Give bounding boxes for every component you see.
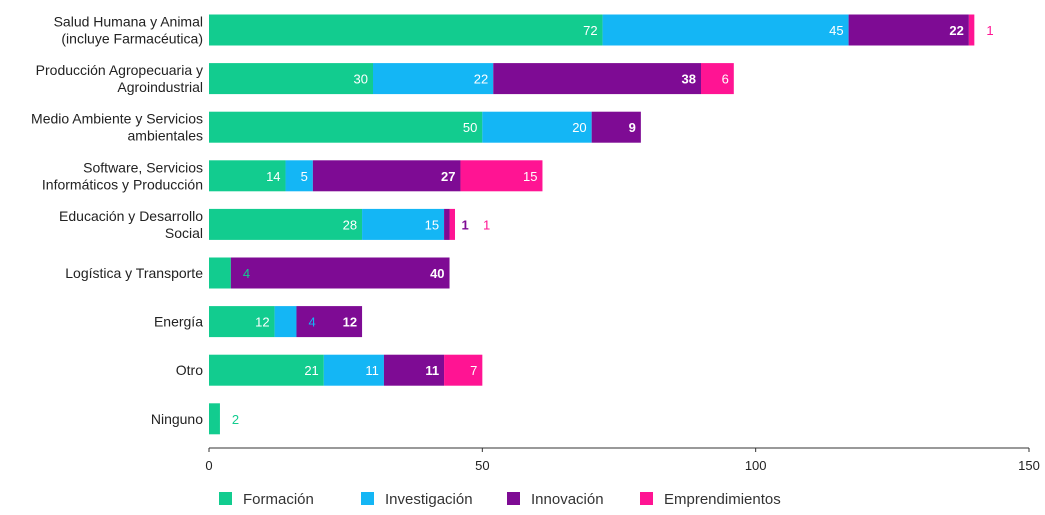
- data-label-investigacion: 20: [572, 120, 586, 135]
- bar-segment-innovacion: [444, 208, 450, 240]
- data-label-innovacion: 27: [441, 169, 455, 184]
- data-label-investigacion: 11: [365, 363, 379, 378]
- category-label: Agroindustrial: [117, 79, 203, 95]
- data-label-formacion: 2: [232, 412, 239, 427]
- category-label: (incluye Farmacéutica): [61, 31, 203, 47]
- bar-segment-formacion: [209, 306, 275, 338]
- data-label-investigacion: 15: [425, 217, 439, 232]
- data-label-emprendimientos: 6: [722, 72, 729, 87]
- bar-segment-innovacion: [296, 306, 363, 338]
- data-label-emprendimientos: 15: [523, 169, 537, 184]
- bar-segment-investigacion: [482, 111, 592, 143]
- data-label-emprendimientos: 1: [986, 23, 993, 38]
- legend-swatch-investigacion: [361, 492, 374, 505]
- data-label-innovacion: 9: [629, 120, 636, 135]
- legend-label-innovacion: Innovación: [531, 491, 604, 508]
- bar-segment-formacion: [209, 160, 286, 192]
- category-label: ambientales: [128, 128, 204, 144]
- data-label-formacion: 72: [583, 23, 597, 38]
- legend-label-emprendimientos: Emprendimientos: [664, 491, 781, 508]
- legend-label-investigacion: Investigación: [385, 491, 473, 508]
- data-label-formacion: 21: [304, 363, 318, 378]
- legend-swatch-emprendimientos: [640, 492, 653, 505]
- category-label: Salud Humana y Animal: [54, 14, 203, 30]
- bar-segment-investigacion: [362, 208, 445, 240]
- data-label-innovacion: 1: [462, 217, 469, 232]
- data-label-innovacion: 38: [682, 72, 696, 87]
- bar-segment-formacion: [209, 111, 483, 143]
- bar-segment-innovacion: [493, 63, 701, 95]
- data-label-investigacion: 5: [301, 169, 308, 184]
- data-label-emprendimientos: 1: [483, 217, 490, 232]
- category-label: Producción Agropecuaria y: [36, 62, 203, 78]
- bar-segment-emprendimientos: [460, 160, 543, 192]
- data-label-formacion: 4: [243, 266, 250, 281]
- bar-segment-formacion: [209, 14, 603, 46]
- bar-segment-formacion: [209, 208, 363, 240]
- bar-segment-formacion: [209, 63, 373, 95]
- bar-segment-emprendimientos: [449, 208, 455, 240]
- legend-label-formacion: Formación: [243, 491, 314, 508]
- x-axis: 0 50 100 150: [205, 447, 1040, 473]
- bar-segment-formacion: [209, 354, 324, 386]
- data-label-investigacion: 22: [474, 72, 488, 87]
- bar-segment-emprendimientos: [701, 63, 734, 95]
- bar-segment-investigacion: [274, 306, 297, 338]
- data-label-formacion: 30: [354, 72, 368, 87]
- category-label: Logística y Transporte: [65, 265, 203, 281]
- category-label: Medio Ambiente y Servicios: [31, 111, 203, 127]
- category-label: Informáticos y Producción: [42, 176, 203, 192]
- bar-segment-emprendimientos: [444, 354, 483, 386]
- category-label: Educación y Desarrollo: [59, 208, 203, 224]
- data-label-emprendimientos: 7: [470, 363, 477, 378]
- x-tick-label: 100: [745, 458, 767, 473]
- category-label: Software, Servicios: [83, 159, 203, 175]
- data-label-formacion: 12: [255, 315, 269, 330]
- category-label: Otro: [176, 362, 203, 378]
- category-label: Social: [165, 225, 203, 241]
- bar-segment-innovacion: [230, 257, 450, 289]
- data-label-formacion: 14: [266, 169, 280, 184]
- legend-swatch-formacion: [219, 492, 232, 505]
- bar-segment-formacion: [209, 403, 220, 435]
- category-label: Energía: [154, 314, 203, 330]
- data-label-investigacion: 4: [308, 315, 315, 330]
- bar-segment-innovacion: [383, 354, 445, 386]
- data-label-innovacion: 40: [430, 266, 444, 281]
- category-label: Ninguno: [151, 411, 203, 427]
- x-tick-label: 50: [475, 458, 489, 473]
- x-tick-label: 150: [1018, 458, 1040, 473]
- bar-segment-emprendimientos: [968, 14, 975, 46]
- bar-segment-innovacion: [848, 14, 969, 46]
- data-label-innovacion: 11: [425, 363, 439, 378]
- bar-segment-investigacion: [323, 354, 384, 386]
- data-label-innovacion: 12: [343, 315, 357, 330]
- bar-segment-investigacion: [285, 160, 313, 192]
- legend: Formación Investigación Innovación Emprendi…: [219, 491, 781, 508]
- data-label-innovacion: 22: [949, 23, 963, 38]
- bar-segment-formacion: [209, 257, 231, 289]
- data-label-formacion: 50: [463, 120, 477, 135]
- legend-swatch-innovacion: [507, 492, 520, 505]
- bar-segment-investigacion: [602, 14, 849, 46]
- bars-layer: [209, 14, 975, 435]
- category-labels-layer: Salud Humana y Animal(incluye Farmacéuti…: [31, 14, 203, 427]
- data-label-investigacion: 45: [829, 23, 843, 38]
- bar-segment-innovacion: [312, 160, 461, 192]
- bar-segment-investigacion: [373, 63, 494, 95]
- x-tick-label: 0: [205, 458, 212, 473]
- bar-segment-innovacion: [591, 111, 641, 143]
- data-label-formacion: 28: [343, 217, 357, 232]
